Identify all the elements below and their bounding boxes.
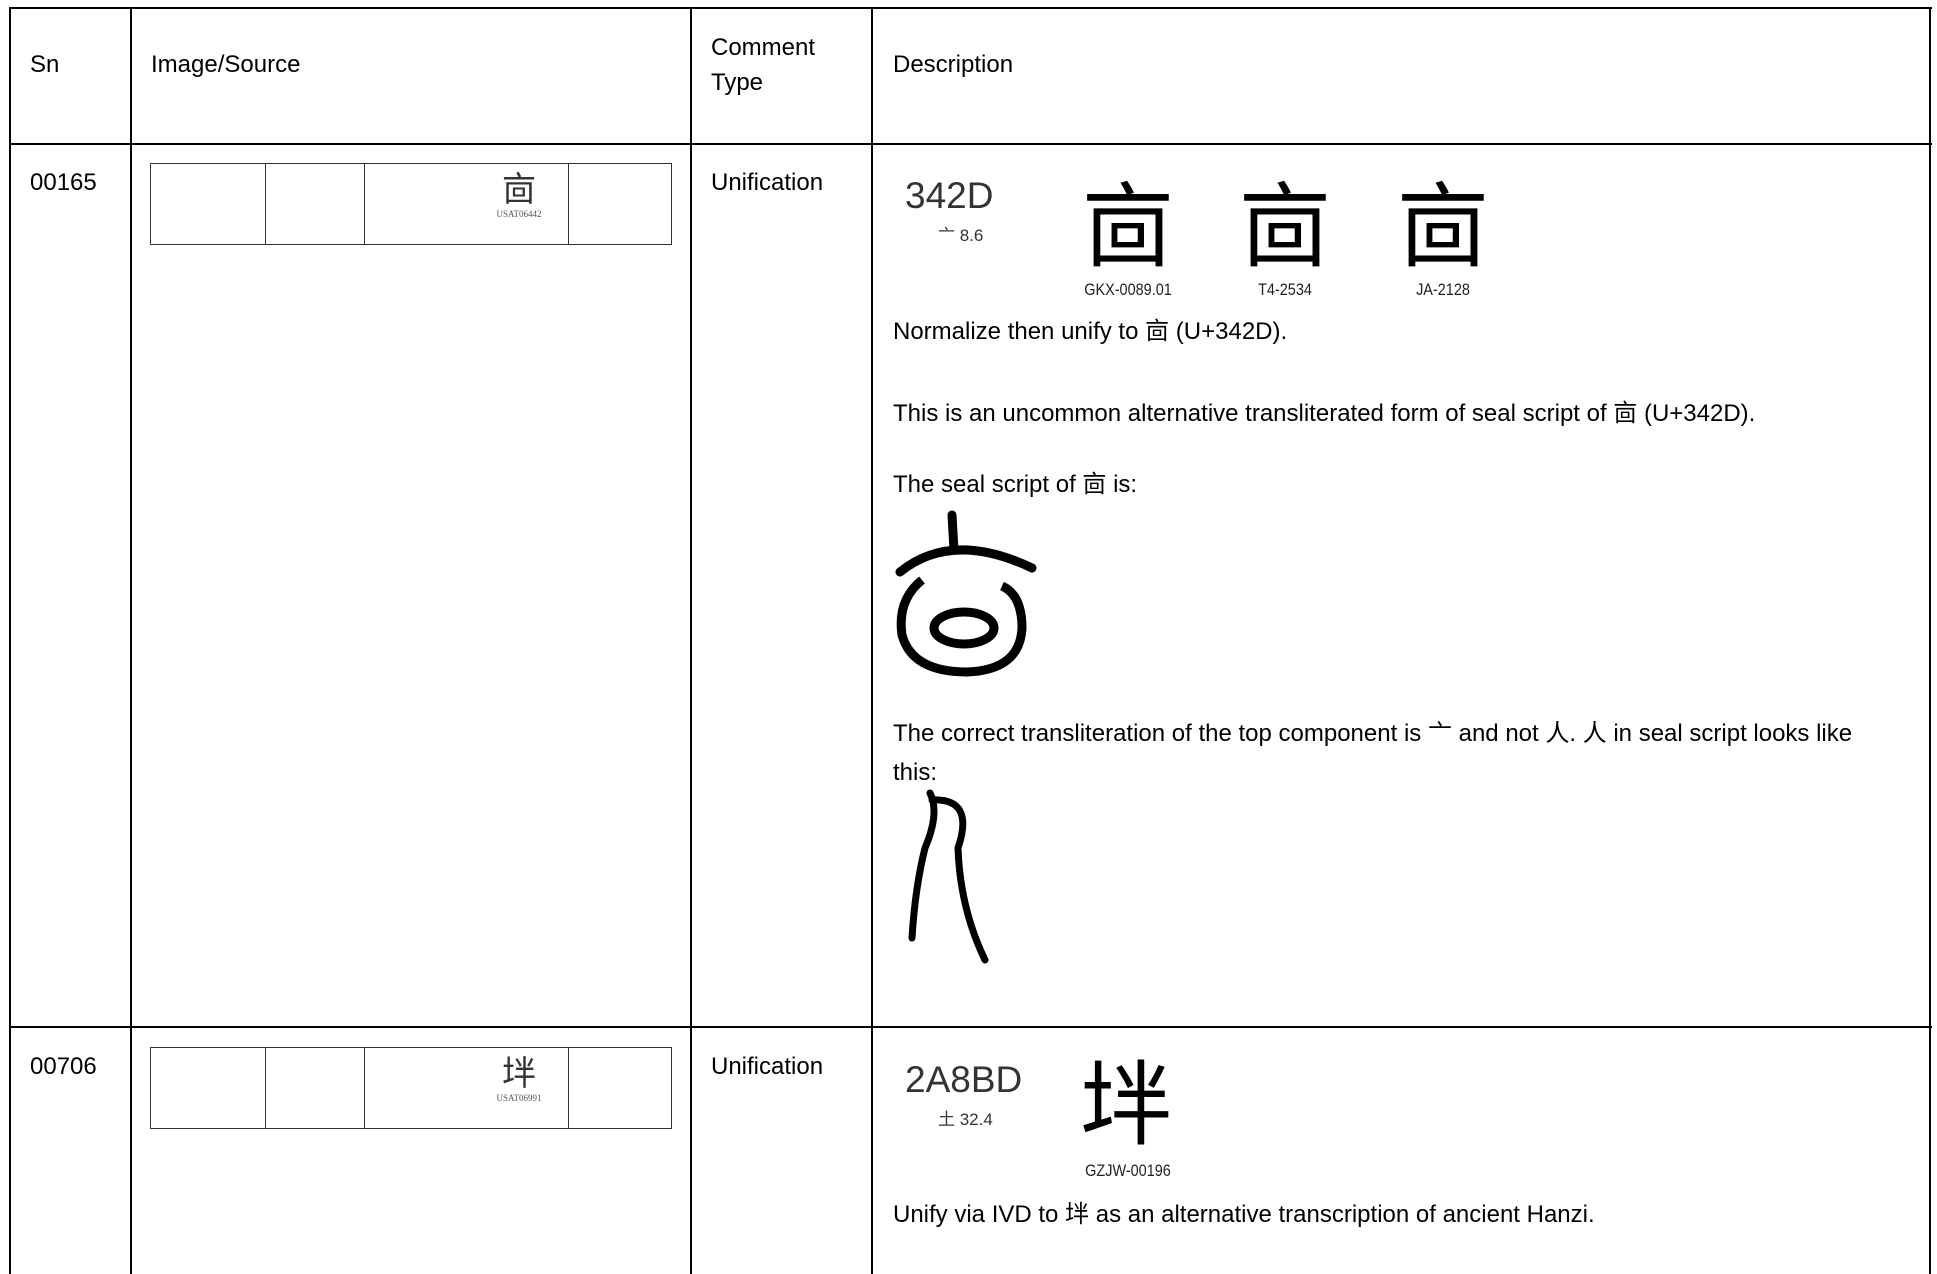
glyph-source: JA-2128	[1416, 280, 1470, 299]
source-divider	[265, 163, 266, 244]
source-glyph: 坢	[502, 1054, 536, 1094]
source-box	[150, 163, 672, 245]
table-border	[690, 7, 692, 1274]
comment-type: Unification	[711, 169, 824, 196]
table-border	[9, 7, 1932, 9]
glyph-source: GKX-0089.01	[1084, 280, 1172, 299]
comment-type: Unification	[711, 1053, 824, 1080]
source-code: USAT06991	[496, 1093, 542, 1103]
description-text: Normalize then unify to 㐭 (U+342D).	[893, 318, 1288, 345]
table-border	[9, 7, 11, 1274]
table-border	[1929, 7, 1931, 1274]
header-cell: Image/Source	[151, 51, 301, 78]
table-border	[871, 7, 873, 1274]
table-border	[130, 7, 132, 1274]
description-text: The seal script of 㐭 is:	[893, 471, 1138, 498]
source-divider	[568, 163, 569, 244]
seal-script-image	[895, 510, 1037, 677]
source-box	[150, 1047, 672, 1129]
evidence-glyph: 㐭	[1238, 174, 1332, 281]
evidence-glyph: 㐭	[1081, 174, 1175, 281]
source-divider	[265, 1047, 266, 1128]
sn: 00165	[30, 169, 97, 196]
table-border	[9, 143, 1932, 145]
description-text: The correct transliteration of the top c…	[893, 720, 1853, 786]
evidence-glyph: 坢	[1079, 1052, 1173, 1159]
source-divider	[364, 1047, 365, 1128]
glyph-source: GZJW-00196	[1085, 1161, 1171, 1180]
header-cell: Comment Type	[711, 34, 816, 96]
table-border	[9, 1026, 1932, 1028]
evidence-code: 2A8BD	[905, 1059, 1023, 1100]
source-divider	[364, 163, 365, 244]
sn: 00706	[30, 1053, 97, 1080]
description-text: Unify via IVD to 坢 as an alternative tra…	[893, 1201, 1595, 1228]
source-divider	[568, 1047, 569, 1128]
description-text: This is an uncommon alternative translit…	[893, 400, 1756, 427]
header-cell: Sn	[30, 51, 60, 78]
header-cell: Description	[893, 51, 1014, 78]
evidence-radical: 土 32.4	[938, 1110, 993, 1129]
evidence-code: 342D	[905, 175, 994, 216]
seal-script-image	[908, 789, 989, 964]
glyph-source: T4-2534	[1258, 280, 1312, 299]
evidence-radical: 亠 8.6	[938, 226, 984, 245]
source-code: USAT06442	[496, 209, 542, 219]
evidence-glyph: 㐭	[1396, 174, 1490, 281]
source-glyph: 㐭	[502, 170, 536, 210]
